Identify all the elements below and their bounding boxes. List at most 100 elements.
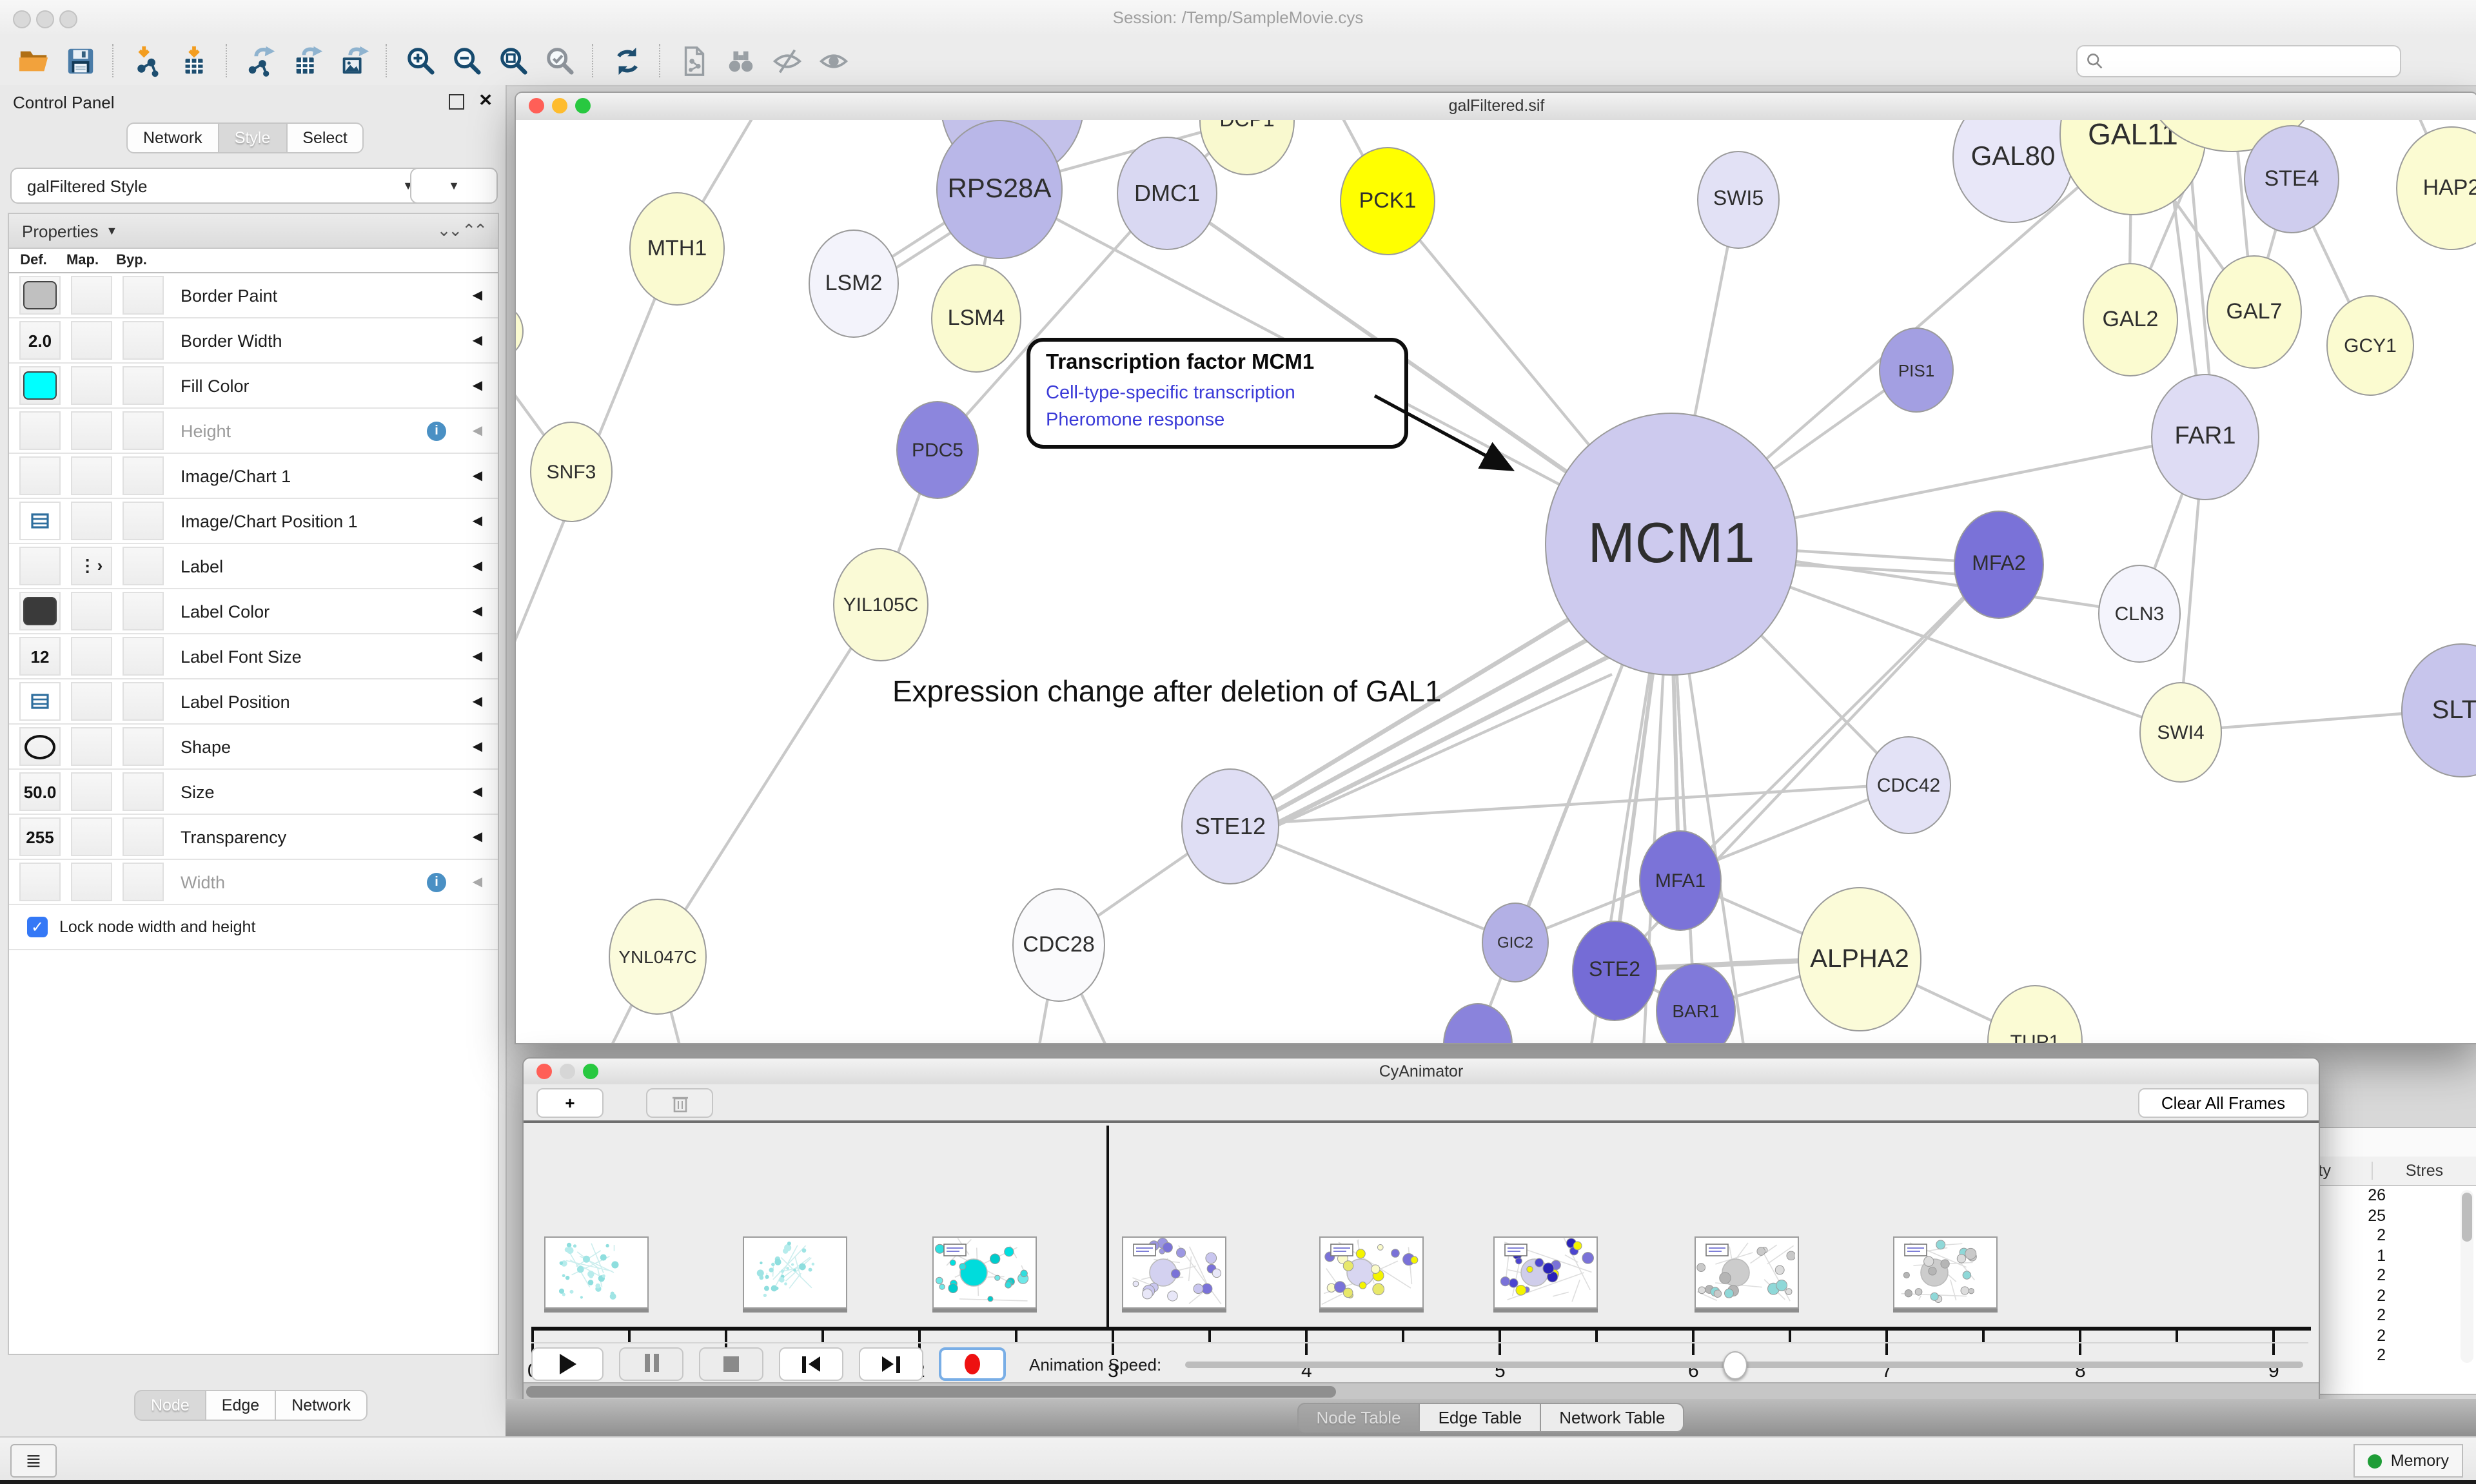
node-gal7[interactable]: GAL7 — [2206, 255, 2302, 369]
node-cln3[interactable]: CLN3 — [2098, 565, 2181, 663]
export-network-button[interactable] — [237, 40, 284, 81]
frame-thumbnail-6[interactable] — [1695, 1236, 1799, 1309]
bypass-cell[interactable] — [123, 772, 164, 811]
default-value-cell[interactable] — [19, 366, 61, 405]
property-row-height[interactable]: Height i ◀ — [9, 409, 498, 454]
default-value-cell[interactable] — [19, 547, 61, 585]
bypass-cell[interactable] — [123, 682, 164, 721]
save-session-button[interactable] — [57, 40, 103, 81]
table-row[interactable]: 26 — [2368, 1186, 2386, 1204]
minimize-icon[interactable] — [552, 98, 567, 113]
mapping-cell[interactable] — [71, 502, 112, 540]
zoom-fit-button[interactable] — [490, 40, 536, 81]
node-gal2[interactable]: GAL2 — [2083, 263, 2178, 376]
search-input[interactable] — [2110, 51, 2391, 72]
play-button[interactable] — [531, 1347, 604, 1381]
mapping-cell[interactable] — [71, 366, 112, 405]
property-row-image-chart-1[interactable]: Image/Chart 1 ◀ — [9, 454, 498, 499]
network-window-titlebar[interactable]: galFiltered.sif — [516, 93, 2476, 121]
expand-row-icon[interactable]: ◀ — [472, 559, 482, 573]
mapping-cell[interactable] — [71, 456, 112, 495]
node-mfa2[interactable]: MFA2 — [1954, 511, 2044, 619]
expand-row-icon[interactable]: ◀ — [472, 514, 482, 528]
node-cdc42[interactable]: CDC42 — [1866, 736, 1951, 834]
mapping-cell[interactable] — [71, 727, 112, 766]
node-alpha2[interactable]: ALPHA2 — [1798, 887, 1921, 1031]
mapping-cell[interactable] — [71, 637, 112, 676]
property-row-label-position[interactable]: Label Position ◀ — [9, 679, 498, 725]
expand-row-icon[interactable]: ◀ — [472, 378, 482, 393]
property-row-width[interactable]: Width i ◀ — [9, 860, 498, 905]
network-document-button[interactable] — [671, 40, 717, 81]
timeline-playhead[interactable] — [1106, 1126, 1108, 1329]
table-row[interactable]: 2 — [2377, 1326, 2386, 1344]
expand-row-icon[interactable]: ◀ — [472, 333, 482, 347]
expand-row-icon[interactable]: ◀ — [472, 785, 482, 799]
property-row-size[interactable]: 50.0 Size ◀ — [9, 770, 498, 815]
import-table-button[interactable] — [170, 40, 217, 81]
bypass-cell[interactable] — [123, 366, 164, 405]
node-pck1[interactable]: PCK1 — [1340, 147, 1435, 255]
node-swi4[interactable]: SWI4 — [2139, 682, 2222, 783]
frame-thumbnail-0[interactable] — [544, 1236, 649, 1309]
default-value-cell[interactable] — [19, 411, 61, 450]
window-zoom-icon[interactable] — [59, 10, 77, 28]
expand-row-icon[interactable]: ◀ — [472, 830, 482, 844]
tab-node-table[interactable]: Node Table — [1297, 1403, 1420, 1432]
node-lsm2[interactable]: LSM2 — [809, 229, 899, 338]
refresh-layout-button[interactable] — [604, 40, 650, 81]
tab-network-table[interactable]: Network Table — [1541, 1403, 1685, 1432]
mapping-cell[interactable] — [71, 411, 112, 450]
hide-selected-button[interactable] — [763, 40, 810, 81]
node-swi5[interactable]: SWI5 — [1697, 151, 1780, 249]
table-row[interactable]: 2 — [2377, 1266, 2386, 1284]
delete-frame-button[interactable] — [646, 1088, 713, 1118]
bypass-cell[interactable] — [123, 637, 164, 676]
canvas-annotation-text[interactable]: Expression change after deletion of GAL1 — [892, 674, 1442, 708]
default-value-cell[interactable] — [19, 727, 61, 766]
default-value-cell[interactable]: 50.0 — [19, 772, 61, 811]
cyanimator-horizontal-scrollbar[interactable] — [524, 1382, 2319, 1400]
default-value-cell[interactable]: 255 — [19, 817, 61, 856]
property-row-label-color[interactable]: Label Color ◀ — [9, 589, 498, 634]
column-header-ity[interactable]: ity — [2315, 1162, 2331, 1180]
maximize-icon[interactable] — [575, 98, 591, 113]
task-history-button[interactable]: ≣ — [10, 1444, 57, 1478]
node-snf3[interactable]: SNF3 — [530, 422, 613, 522]
node-gic2[interactable]: GIC2 — [1482, 903, 1549, 982]
export-image-button[interactable] — [330, 40, 377, 81]
mapping-cell[interactable] — [71, 321, 112, 360]
node-ste12[interactable]: STE12 — [1181, 768, 1279, 884]
table-row[interactable]: 2 — [2377, 1286, 2386, 1304]
style-target-tab-node[interactable]: Node — [134, 1390, 206, 1421]
bypass-cell[interactable] — [123, 547, 164, 585]
style-target-tab-edge[interactable]: Edge — [206, 1390, 277, 1421]
table-row[interactable]: 1 — [2377, 1246, 2386, 1264]
style-options-button[interactable]: ▼ — [410, 168, 498, 204]
bypass-cell[interactable] — [123, 863, 164, 901]
default-value-cell[interactable] — [19, 502, 61, 540]
expand-row-icon[interactable]: ◀ — [472, 875, 482, 889]
node-mth1[interactable]: MTH1 — [629, 192, 725, 306]
mapping-cell[interactable]: ⋮› — [71, 547, 112, 585]
find-button[interactable] — [717, 40, 763, 81]
default-value-cell[interactable]: 12 — [19, 637, 61, 676]
expand-row-icon[interactable]: ◀ — [472, 604, 482, 618]
property-row-image-chart-position-1[interactable]: Image/Chart Position 1 ◀ — [9, 499, 498, 544]
add-frame-button[interactable]: + — [536, 1088, 604, 1118]
node-gcy1[interactable]: GCY1 — [2326, 295, 2414, 396]
stop-button[interactable] — [699, 1347, 763, 1381]
property-row-transparency[interactable]: 255 Transparency ◀ — [9, 815, 498, 860]
bypass-cell[interactable] — [123, 592, 164, 630]
table-column-headers[interactable]: ity Stres — [2312, 1157, 2476, 1186]
maximize-icon[interactable] — [583, 1064, 598, 1079]
window-minimize-icon[interactable] — [36, 10, 54, 28]
style-selector[interactable]: galFiltered Style ▼ — [10, 168, 431, 204]
expand-row-icon[interactable]: ◀ — [472, 469, 482, 483]
bypass-cell[interactable] — [123, 727, 164, 766]
import-network-button[interactable] — [124, 40, 170, 81]
node-lsm4[interactable]: LSM4 — [931, 264, 1021, 373]
zoom-in-button[interactable] — [397, 40, 444, 81]
lock-size-checkbox[interactable]: ✓ — [27, 917, 48, 937]
frame-thumbnail-5[interactable] — [1493, 1236, 1598, 1309]
